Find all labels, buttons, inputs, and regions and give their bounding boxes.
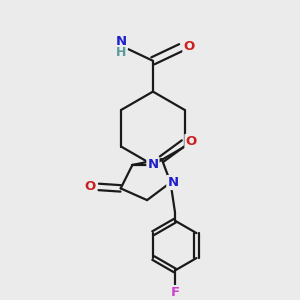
Text: O: O bbox=[183, 40, 195, 53]
Text: O: O bbox=[185, 135, 197, 148]
Text: N: N bbox=[147, 158, 158, 171]
Text: N: N bbox=[167, 176, 178, 189]
Text: F: F bbox=[170, 286, 179, 299]
Text: O: O bbox=[85, 180, 96, 194]
Text: H: H bbox=[116, 46, 127, 59]
Text: N: N bbox=[116, 35, 127, 48]
